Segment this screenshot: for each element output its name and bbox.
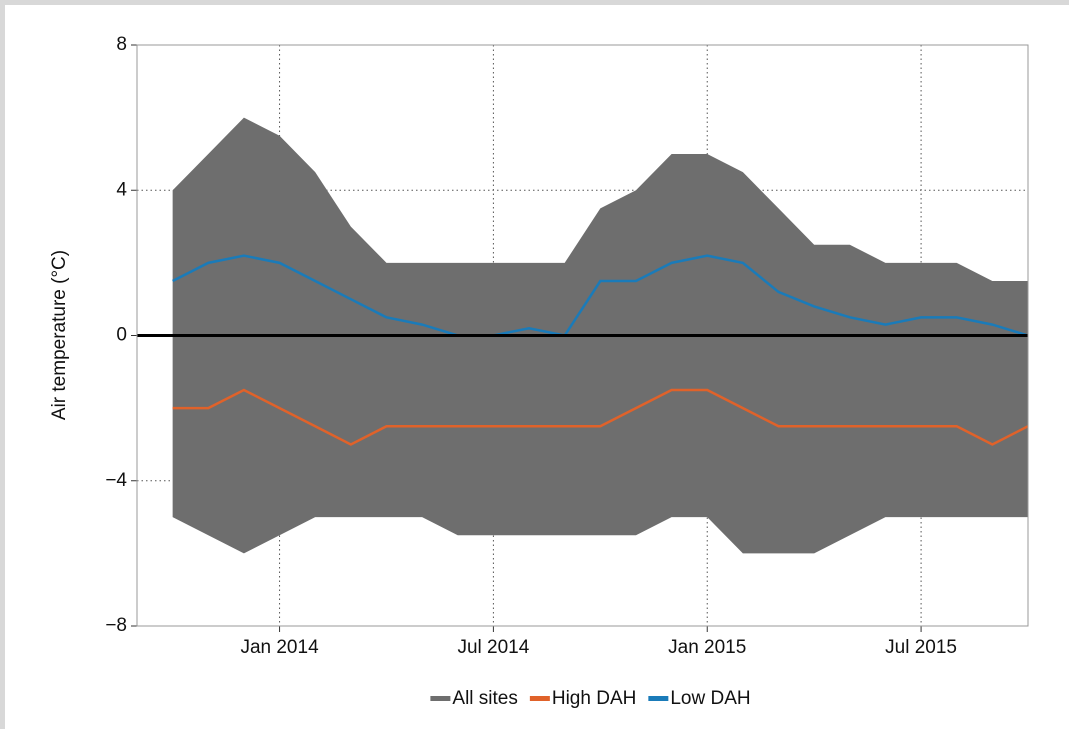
legend-label: Low DAH <box>670 688 750 709</box>
legend-label: All sites <box>452 688 517 709</box>
x-tick-label: Jul 2014 <box>457 637 529 658</box>
legend-swatch <box>430 696 451 701</box>
y-tick-label: 8 <box>116 34 127 55</box>
series-line <box>172 254 1028 337</box>
y-tick-label: −4 <box>105 470 127 491</box>
x-tick-label: Jan 2015 <box>668 637 746 658</box>
legend-label: High DAH <box>552 688 636 709</box>
plot-frame <box>136 44 1029 627</box>
series-line <box>172 388 1028 446</box>
x-tick-label: Jul 2015 <box>885 637 957 658</box>
legend-swatch <box>648 696 669 701</box>
y-tick-label: −8 <box>105 615 127 636</box>
y-axis-label: Air temperature (°C) <box>49 250 70 420</box>
x-tick-label: Jan 2014 <box>240 637 319 658</box>
y-tick-label: 0 <box>116 325 127 346</box>
legend: All sites High DAH Low DAH <box>430 688 751 709</box>
legend-swatch <box>529 696 550 701</box>
y-tick-label: 4 <box>116 179 127 200</box>
